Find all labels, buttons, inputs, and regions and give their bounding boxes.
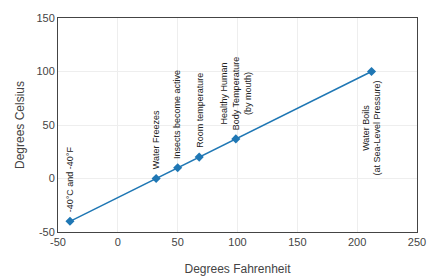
svg-text:50: 50 [172,236,184,248]
svg-text:0: 0 [115,236,121,248]
svg-text:150: 150 [36,12,54,24]
svg-text:-50: -50 [50,236,66,248]
svg-text:-40°C and -40°F: -40°C and -40°F [65,147,75,213]
svg-text:Degrees Celsius: Degrees Celsius [13,81,27,169]
svg-text:Water Freezes: Water Freezes [151,110,161,169]
svg-text:200: 200 [348,236,366,248]
svg-text:Degrees Fahrenheit: Degrees Fahrenheit [184,262,291,276]
svg-text:100: 100 [228,236,246,248]
svg-text:50: 50 [43,119,55,131]
svg-text:Room temperature: Room temperature [195,73,205,148]
svg-text:Water Boils(at Sea-Level Press: Water Boils(at Sea-Level Pressure) [361,80,383,175]
svg-text:100: 100 [36,65,54,77]
svg-text:-50: -50 [39,226,55,238]
svg-text:Healthy HumanBody Temperature(: Healthy HumanBody Temperature(by mouth) [219,57,252,130]
svg-text:Insects become active: Insects become active [172,70,182,159]
svg-text:250: 250 [408,236,426,248]
svg-text:150: 150 [288,236,306,248]
svg-text:0: 0 [49,172,55,184]
